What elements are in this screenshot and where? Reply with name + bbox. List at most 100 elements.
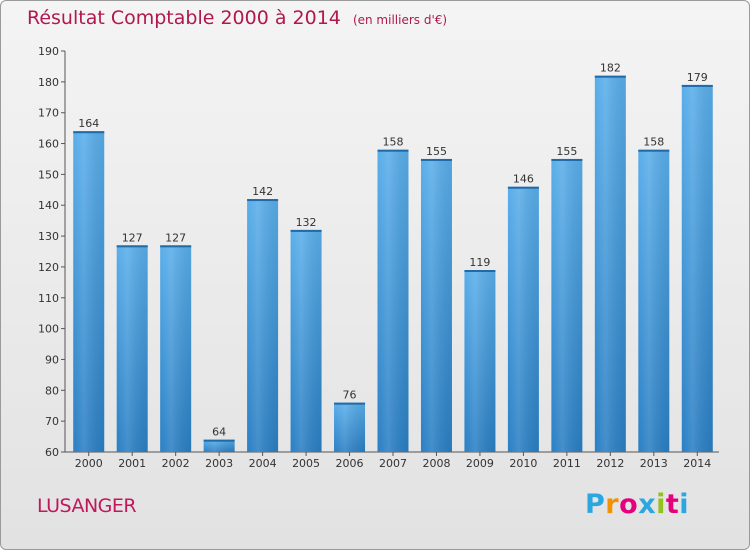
bar-value-label: 64 [212, 426, 226, 439]
x-tick-label: 2001 [118, 457, 146, 470]
chart-title: Résultat Comptable 2000 à 2014 (en milli… [27, 7, 447, 29]
bar-shine [116, 245, 148, 452]
bar-value-label: 155 [556, 145, 577, 158]
bar-value-label: 142 [252, 185, 273, 198]
bar [116, 245, 148, 452]
x-tick-label: 2005 [292, 457, 320, 470]
x-tick-label: 2012 [596, 457, 624, 470]
y-tick-label: 100 [38, 323, 59, 336]
bar-shine [507, 186, 539, 452]
logo-letter: x [638, 489, 657, 520]
bar-shine [334, 402, 366, 452]
x-tick-label: 2011 [553, 457, 581, 470]
bar-shine [160, 245, 192, 452]
bar [464, 270, 496, 452]
y-tick-label: 110 [38, 292, 59, 305]
bar-value-label: 76 [343, 389, 357, 402]
bar-top-edge [247, 199, 279, 202]
bar [507, 186, 539, 452]
bar-value-label: 132 [296, 216, 317, 229]
chart-title-text: Résultat Comptable 2000 à 2014 [27, 7, 341, 29]
y-tick-label: 160 [38, 138, 59, 151]
chart-subtitle: (en milliers d'€) [352, 13, 448, 27]
x-tick-label: 2007 [379, 457, 407, 470]
logo-letter: i [679, 489, 690, 520]
bar-top-edge [290, 229, 322, 232]
bar-shine [681, 84, 713, 452]
bar-top-edge [638, 149, 670, 152]
x-tick-label: 2013 [640, 457, 668, 470]
bar-value-label: 179 [687, 71, 708, 84]
bar-value-label: 119 [469, 256, 490, 269]
y-tick-label: 120 [38, 261, 59, 274]
bar-shine [247, 199, 279, 452]
bar [247, 199, 279, 452]
bar [420, 158, 452, 452]
logo-letter: r [605, 489, 620, 520]
x-tick-label: 2014 [683, 457, 711, 470]
y-tick-label: 80 [45, 384, 59, 397]
bar [73, 131, 105, 452]
bar [334, 402, 366, 452]
logo-letter: t [665, 489, 680, 520]
bar-value-label: 155 [426, 145, 447, 158]
bar-value-label: 182 [600, 62, 621, 75]
bar-value-label: 127 [165, 231, 186, 244]
bar [638, 149, 670, 452]
bar-value-label: 146 [513, 173, 534, 186]
bar-shine [638, 149, 670, 452]
bar-top-edge [507, 186, 539, 189]
bar [290, 229, 322, 452]
x-tick-label: 2009 [466, 457, 494, 470]
bar-shine [203, 439, 235, 452]
y-tick-label: 180 [38, 76, 59, 89]
bar-top-edge [551, 158, 583, 161]
bar-top-edge [160, 245, 192, 248]
x-tick-label: 2008 [422, 457, 450, 470]
x-tick-label: 2006 [336, 457, 364, 470]
bar-top-edge [73, 131, 105, 134]
bar-shine [420, 158, 452, 452]
bar-shine [377, 149, 409, 452]
bar [203, 439, 235, 452]
logo-letter: P [585, 489, 606, 520]
logo-letter: i [656, 489, 666, 520]
y-tick-label: 90 [45, 353, 59, 366]
x-tick-label: 2004 [249, 457, 277, 470]
bar-top-edge [116, 245, 148, 248]
x-tick-label: 2002 [162, 457, 190, 470]
bar [160, 245, 192, 452]
bar [377, 149, 409, 452]
bar-top-edge [334, 402, 366, 405]
bar-shine [551, 158, 583, 452]
bar-top-edge [464, 270, 496, 273]
y-tick-label: 130 [38, 230, 59, 243]
bar-top-edge [203, 439, 235, 442]
bar-shine [594, 75, 626, 452]
bar [594, 75, 626, 452]
bar-value-label: 158 [383, 136, 404, 149]
y-tick-label: 140 [38, 199, 59, 212]
x-tick-label: 2003 [205, 457, 233, 470]
bar-shine [290, 229, 322, 452]
y-tick-label: 190 [38, 45, 59, 58]
place-name: LUSANGER [37, 495, 137, 517]
y-tick-label: 70 [45, 415, 59, 428]
bar-value-label: 164 [78, 117, 99, 130]
bar-value-label: 158 [643, 136, 664, 149]
bar-top-edge [420, 158, 452, 161]
y-tick-label: 150 [38, 168, 59, 181]
bar-shine [73, 131, 105, 452]
bar-shine [464, 270, 496, 452]
proxiti-logo: Proxiti [585, 489, 689, 520]
bar [551, 158, 583, 452]
y-tick-label: 60 [45, 446, 59, 459]
x-tick-label: 2010 [509, 457, 537, 470]
logo-letter: o [619, 489, 639, 520]
bar [681, 84, 713, 452]
bar-value-label: 127 [122, 231, 143, 244]
bar-top-edge [594, 75, 626, 78]
bar-top-edge [377, 149, 409, 152]
